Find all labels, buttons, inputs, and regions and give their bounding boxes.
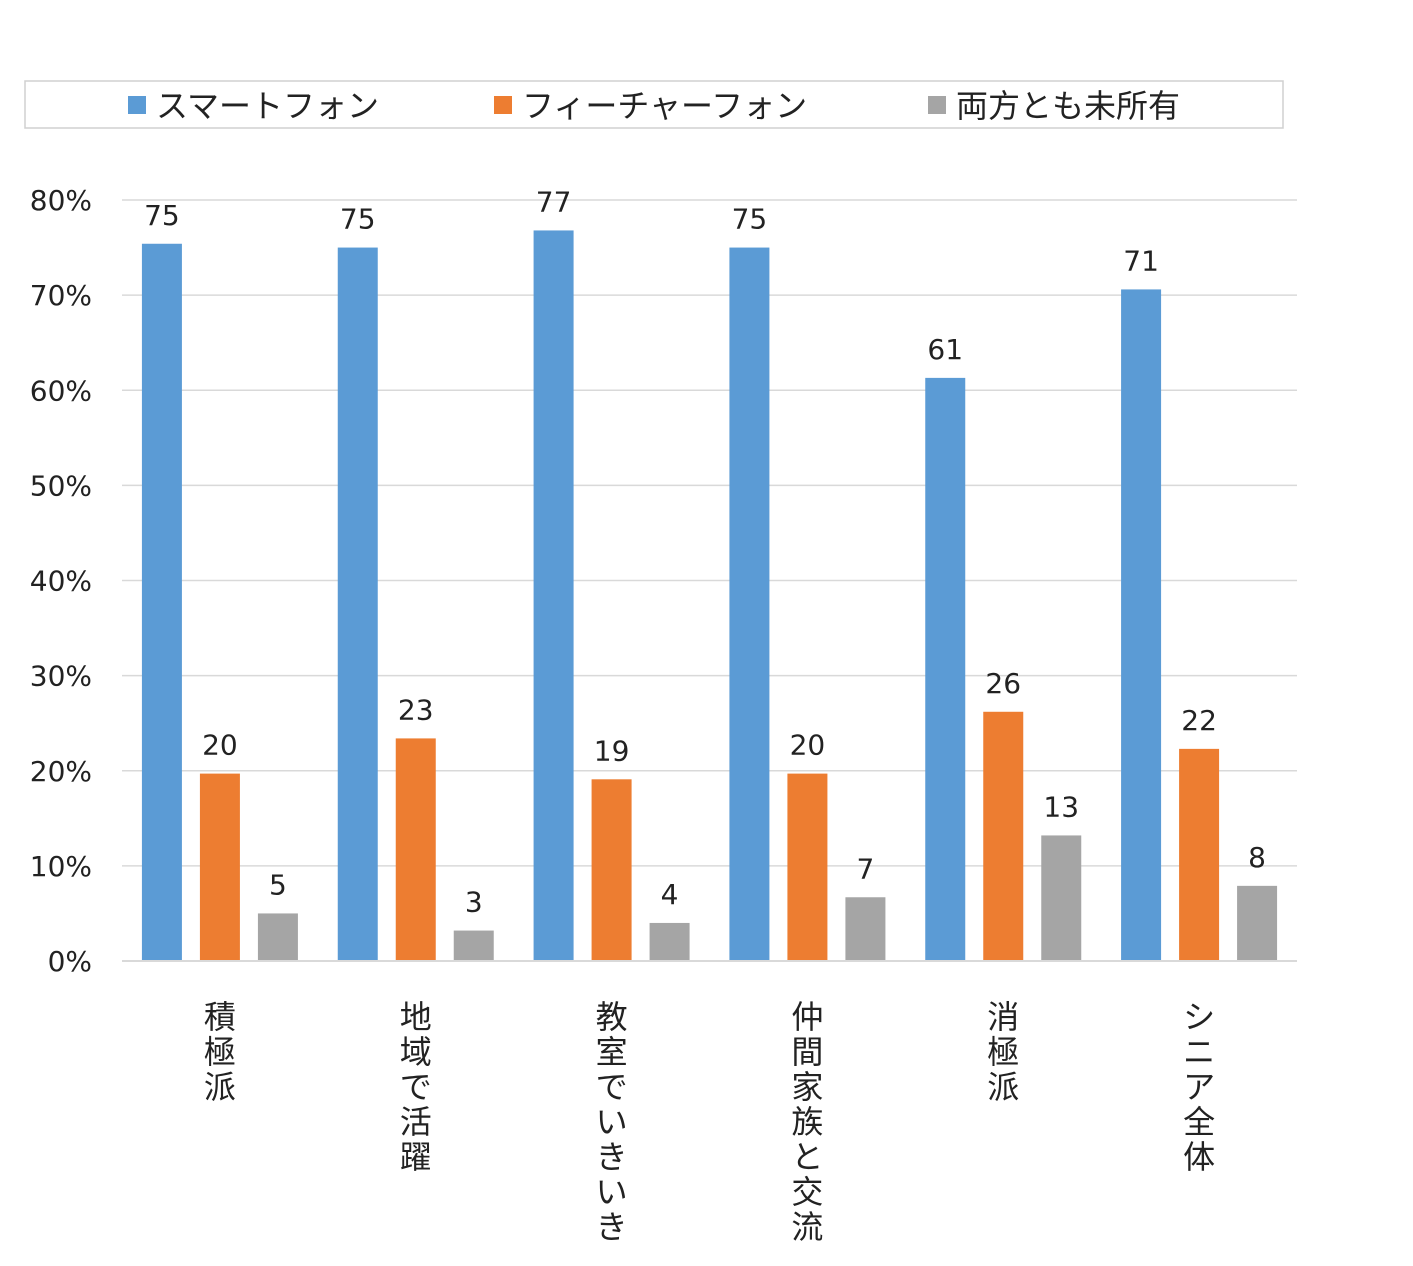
- y-tick-label: 10%: [30, 850, 92, 883]
- legend-box: [24, 80, 1284, 129]
- bars: [141, 230, 1278, 962]
- data-label: 26: [985, 667, 1021, 700]
- data-label: 75: [732, 203, 768, 236]
- data-label: 77: [536, 185, 572, 218]
- data-label: 7: [857, 852, 875, 885]
- bar: [729, 247, 770, 961]
- data-label: 71: [1123, 244, 1159, 277]
- bar: [199, 773, 240, 961]
- data-label: 5: [269, 868, 287, 901]
- data-label: 4: [661, 878, 679, 911]
- legend-label: 両方とも未所有: [956, 87, 1180, 125]
- legend-swatch: [128, 96, 146, 114]
- legend-swatch: [928, 96, 946, 114]
- data-label: 23: [398, 693, 434, 726]
- bar: [983, 711, 1024, 961]
- bar: [533, 230, 574, 961]
- data-label: 61: [927, 333, 963, 366]
- data-label: 22: [1181, 704, 1217, 737]
- bar: [257, 913, 298, 961]
- category-labels: 積極派 地域で活躍 教室でいきいき 仲間家族と交流 消極派 シニア全体: [204, 998, 1215, 1246]
- legend-label: スマートフォン: [156, 87, 379, 125]
- bar: [1041, 835, 1082, 961]
- category-label: 積極派: [204, 998, 236, 1106]
- data-label: 19: [594, 734, 630, 767]
- legend-swatch: [494, 96, 512, 114]
- data-label: 20: [790, 729, 826, 762]
- y-tick-label: 60%: [30, 374, 92, 407]
- category-label: 教室でいきいき: [596, 998, 628, 1246]
- y-tick-label: 50%: [30, 469, 92, 502]
- category-label: シニア全体: [1183, 998, 1215, 1176]
- bar: [453, 930, 494, 961]
- data-label: 13: [1043, 790, 1079, 823]
- legend-label: フィーチャーフォン: [522, 87, 807, 125]
- data-label: 3: [465, 886, 483, 919]
- data-labels: 75 20 5 75 23 3 77 19 4 75 20 7 61 26 13 71 22 8: [144, 185, 1266, 918]
- data-label: 20: [202, 729, 238, 762]
- y-axis-ticks: 0% 10% 20% 30% 40% 50% 60% 70% 80%: [30, 184, 92, 978]
- bar: [925, 377, 966, 961]
- bar: [1237, 885, 1278, 961]
- category-label: 消極派: [987, 998, 1019, 1106]
- bar: [845, 897, 886, 961]
- bar: [1179, 748, 1220, 961]
- bar: [337, 247, 378, 961]
- bar: [787, 773, 828, 961]
- bar: [649, 922, 690, 961]
- data-label: 75: [340, 203, 376, 236]
- y-tick-label: 30%: [30, 660, 92, 693]
- y-tick-label: 40%: [30, 565, 92, 598]
- category-label: 仲間家族と交流: [791, 998, 823, 1246]
- y-tick-label: 70%: [30, 279, 92, 312]
- bar: [591, 779, 632, 961]
- legend: スマートフォン フィーチャーフォン 両方とも未所有: [24, 80, 1284, 129]
- bar: [1121, 289, 1162, 962]
- data-label: 8: [1248, 841, 1266, 874]
- bar: [141, 243, 182, 961]
- y-tick-label: 80%: [30, 184, 92, 217]
- gridlines: [122, 199, 1297, 867]
- y-tick-label: 20%: [30, 755, 92, 788]
- data-label: 75: [144, 199, 180, 232]
- category-label: 地域で活躍: [400, 998, 432, 1176]
- bar: [395, 738, 436, 961]
- y-tick-label: 0%: [48, 945, 92, 978]
